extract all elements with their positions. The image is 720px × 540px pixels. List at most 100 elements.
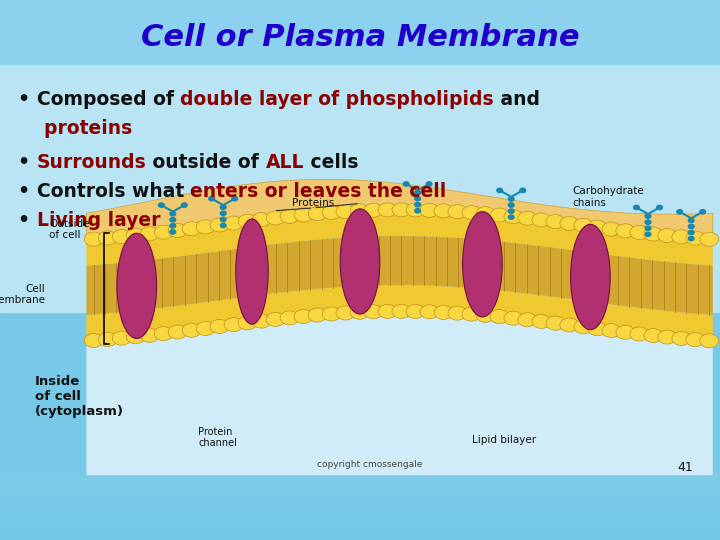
Bar	[0, 459, 720, 462]
Circle shape	[252, 213, 271, 227]
Circle shape	[490, 208, 509, 222]
Bar	[0, 502, 720, 505]
Circle shape	[181, 203, 187, 207]
Circle shape	[378, 203, 397, 217]
Circle shape	[700, 334, 719, 348]
Bar	[0, 343, 720, 346]
Bar	[0, 472, 720, 475]
Circle shape	[350, 305, 369, 319]
Polygon shape	[86, 179, 713, 243]
Bar	[0, 410, 720, 413]
Circle shape	[280, 311, 299, 325]
Bar	[0, 70, 720, 73]
Bar	[0, 508, 720, 510]
Bar	[0, 176, 720, 178]
Bar	[0, 0, 720, 65]
Circle shape	[688, 237, 694, 241]
Circle shape	[476, 308, 495, 322]
Bar	[0, 300, 720, 302]
Bar	[0, 316, 720, 319]
Bar	[0, 429, 720, 432]
Bar	[0, 246, 720, 248]
Circle shape	[112, 331, 131, 345]
Bar	[0, 59, 720, 62]
Bar	[0, 513, 720, 516]
Circle shape	[508, 209, 514, 213]
Text: Proteins: Proteins	[292, 198, 334, 208]
Circle shape	[645, 226, 651, 231]
Circle shape	[518, 313, 536, 327]
Bar	[0, 216, 720, 219]
Circle shape	[294, 309, 312, 323]
Bar	[0, 22, 720, 24]
Bar	[0, 154, 720, 157]
Circle shape	[392, 203, 410, 217]
Bar	[0, 432, 720, 435]
Bar	[0, 518, 720, 521]
Bar	[0, 151, 720, 154]
Bar	[0, 84, 720, 86]
Circle shape	[420, 203, 438, 217]
Bar	[0, 76, 720, 78]
Bar	[0, 305, 720, 308]
Text: •: •	[18, 152, 37, 172]
Bar	[0, 267, 720, 270]
Bar	[0, 194, 720, 197]
Bar	[0, 346, 720, 348]
Bar	[0, 313, 720, 475]
Bar	[0, 448, 720, 451]
Circle shape	[322, 205, 341, 219]
Circle shape	[364, 305, 383, 319]
Bar	[0, 189, 720, 192]
Bar	[0, 348, 720, 351]
Circle shape	[426, 182, 432, 186]
Circle shape	[170, 230, 176, 234]
Bar	[0, 124, 720, 127]
Circle shape	[126, 330, 145, 344]
Bar	[0, 219, 720, 221]
Bar	[0, 243, 720, 246]
Text: Living layer: Living layer	[37, 211, 160, 230]
Bar	[0, 122, 720, 124]
Circle shape	[415, 191, 420, 195]
Circle shape	[518, 211, 536, 225]
Bar	[0, 167, 720, 170]
Circle shape	[645, 220, 651, 224]
Bar	[0, 354, 720, 356]
Circle shape	[209, 197, 215, 201]
Circle shape	[462, 206, 481, 220]
Bar	[0, 386, 720, 389]
Bar	[0, 92, 720, 94]
Circle shape	[336, 205, 355, 219]
Bar	[0, 389, 720, 392]
Bar	[0, 297, 720, 300]
Bar	[0, 170, 720, 173]
Circle shape	[126, 228, 145, 242]
Circle shape	[210, 218, 229, 232]
Circle shape	[672, 230, 690, 244]
Circle shape	[224, 216, 243, 230]
Bar	[0, 173, 720, 176]
Bar	[0, 364, 720, 367]
Circle shape	[158, 203, 164, 207]
Circle shape	[588, 220, 607, 234]
Bar	[0, 402, 720, 405]
Circle shape	[616, 325, 634, 339]
Circle shape	[364, 203, 383, 217]
Circle shape	[630, 225, 649, 239]
Bar	[0, 486, 720, 489]
Circle shape	[170, 224, 176, 228]
Bar	[0, 103, 720, 105]
Circle shape	[403, 182, 409, 186]
Bar	[0, 526, 720, 529]
Polygon shape	[86, 308, 713, 475]
Text: •: •	[18, 90, 37, 110]
Bar	[0, 351, 720, 354]
Bar	[0, 286, 720, 289]
Bar	[0, 373, 720, 375]
Bar	[0, 81, 720, 84]
Bar	[0, 140, 720, 143]
Bar	[0, 3, 720, 5]
Circle shape	[644, 227, 662, 241]
Bar	[0, 208, 720, 211]
